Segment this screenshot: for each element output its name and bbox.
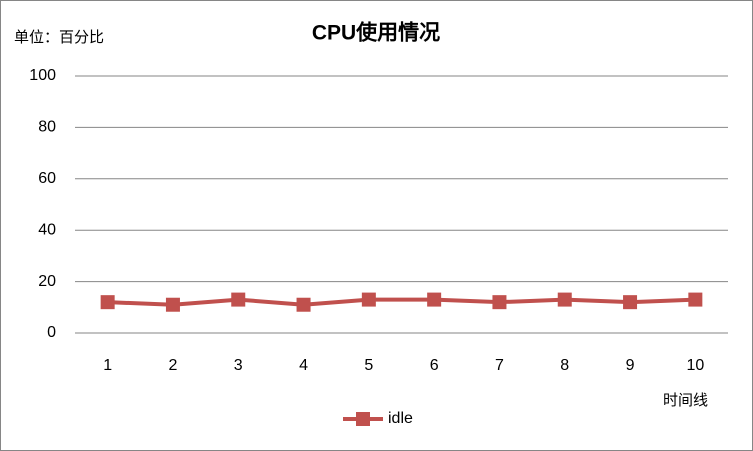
x-tick-label: 8 — [560, 357, 569, 374]
x-tick-label: 9 — [626, 357, 635, 374]
y-tick-label: 60 — [38, 170, 56, 187]
point-marker — [100, 295, 115, 310]
x-tick-label: 5 — [364, 357, 373, 374]
y-tick-label: 80 — [38, 119, 56, 136]
point-marker — [231, 292, 246, 307]
legend-marker — [356, 412, 370, 426]
y-tick-label: 100 — [29, 67, 56, 84]
x-tick-label: 6 — [430, 357, 439, 374]
point-marker — [427, 292, 442, 307]
y-tick-label: 20 — [38, 273, 56, 290]
x-tick-label: 3 — [234, 357, 243, 374]
y-tick-label: 40 — [38, 221, 56, 238]
x-tick-label: 4 — [299, 357, 308, 374]
chart-title: CPU使用情况 — [312, 21, 440, 45]
x-tick-label: 10 — [686, 357, 704, 374]
point-marker — [492, 295, 507, 310]
point-marker — [557, 292, 572, 307]
y-axis-label: 单位：百分比 — [14, 29, 104, 46]
legend-label: idle — [388, 410, 413, 427]
x-axis-label: 时间线 — [663, 392, 708, 409]
point-marker — [165, 297, 180, 312]
series-line — [107, 297, 696, 307]
y-tick-label: 0 — [47, 324, 56, 341]
point-marker — [361, 292, 376, 307]
point-marker — [296, 297, 311, 312]
point-marker — [688, 292, 703, 307]
x-tick-label: 2 — [168, 357, 177, 374]
x-tick-label: 1 — [103, 357, 112, 374]
point-marker — [623, 295, 638, 310]
x-tick-label: 7 — [495, 357, 504, 374]
